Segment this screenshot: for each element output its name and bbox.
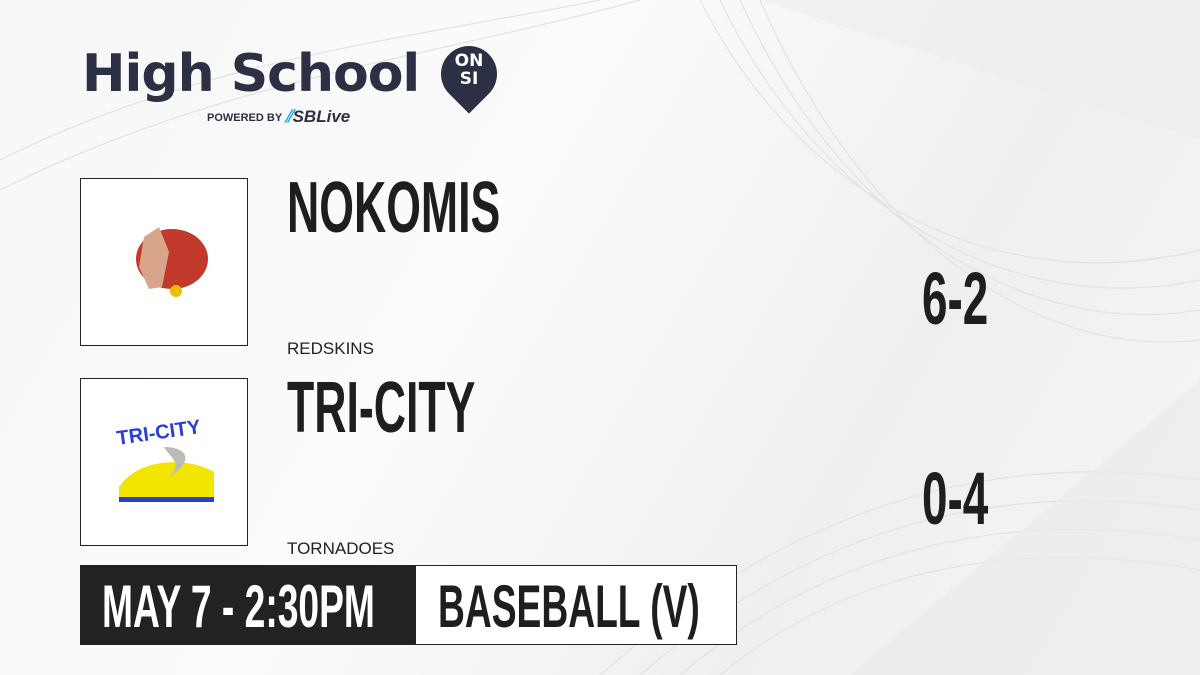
tornado-icon: TRI-CITY <box>115 417 214 502</box>
game-datetime: MAY 7 - 2:30PM <box>102 573 375 640</box>
game-sport: BASEBALL (V) <box>438 573 700 640</box>
team-name-home: NOKOMIS <box>287 168 501 248</box>
team-logo-nokomis <box>80 178 248 346</box>
team-record-away: 0-4 <box>922 457 989 540</box>
team-name-away: TRI-CITY <box>287 368 476 448</box>
brand-title: High School <box>82 44 420 104</box>
powered-by-label: POWERED BY <box>207 112 283 124</box>
team-record-home: 6-2 <box>922 257 989 340</box>
sblive-logo: ⫽SBLive <box>285 107 351 126</box>
team-mascot-away: TORNADOES <box>287 539 395 558</box>
on-si-badge: ON SI <box>454 51 484 89</box>
team-logo-tri-city: TRI-CITY <box>80 378 248 546</box>
team-mascot-home: REDSKINS <box>287 339 374 358</box>
game-sport-box: BASEBALL (V) <box>415 565 737 645</box>
svg-text:TRI-CITY: TRI-CITY <box>115 417 202 450</box>
game-datetime-box: MAY 7 - 2:30PM <box>80 565 416 645</box>
chief-headdress-icon <box>136 227 208 297</box>
